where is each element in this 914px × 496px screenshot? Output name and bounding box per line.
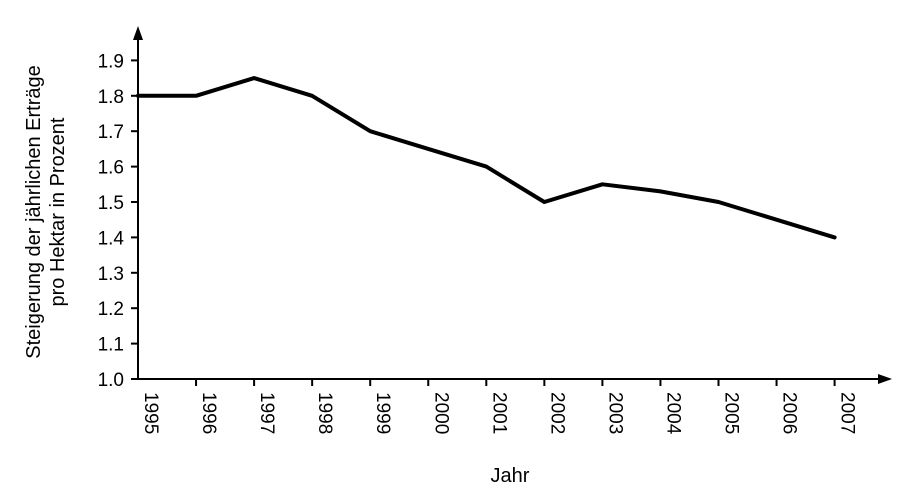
- y-tick-label: 1.9: [98, 51, 124, 72]
- y-axis-arrowhead: [133, 26, 143, 40]
- x-axis-arrowhead: [878, 374, 892, 384]
- x-tick-label: 2004: [662, 392, 683, 435]
- y-tick-label: 1.5: [98, 193, 124, 214]
- y-ticks: 1.0 1.1 1.2 1.3 1.4 1.5 1.6 1.7 1.8 1.9: [98, 51, 138, 391]
- x-tick-label: 2007: [837, 392, 858, 434]
- y-tick-label: 1.0: [98, 370, 124, 391]
- x-tick-label: 2002: [546, 392, 567, 434]
- y-axis-title-line-2: pro Hektar in Prozent: [47, 117, 69, 306]
- y-tick-label: 1.1: [98, 335, 124, 356]
- x-tick-label: 1996: [198, 392, 219, 434]
- x-tick-label: 2006: [779, 392, 800, 434]
- x-tick-label: 2001: [488, 392, 509, 434]
- x-axis-title: Jahr: [491, 465, 530, 487]
- y-tick-label: 1.6: [98, 158, 124, 179]
- x-axis: [138, 374, 892, 384]
- series-line: [136, 76, 837, 240]
- x-tick-label: 2005: [721, 392, 742, 434]
- y-axis-title-line-1: Steigerung der jährlichen Erträge: [23, 65, 45, 359]
- y-tick-label: 1.8: [98, 87, 124, 108]
- y-tick-label: 1.4: [98, 228, 125, 249]
- x-ticks: 1995 1996 1997 1998 1999 2000 2001 2002 2003 2004…: [140, 379, 858, 435]
- x-tick-label: 1997: [256, 392, 277, 434]
- x-tick-label: 2000: [430, 392, 451, 434]
- x-tick-label: 1995: [140, 392, 161, 434]
- y-tick-label: 1.3: [98, 264, 124, 285]
- x-tick-label: 1998: [314, 392, 335, 434]
- y-tick-label: 1.2: [98, 299, 124, 320]
- x-tick-label: 1999: [372, 392, 393, 434]
- x-tick-label: 2003: [604, 392, 625, 434]
- y-tick-label: 1.7: [98, 122, 124, 143]
